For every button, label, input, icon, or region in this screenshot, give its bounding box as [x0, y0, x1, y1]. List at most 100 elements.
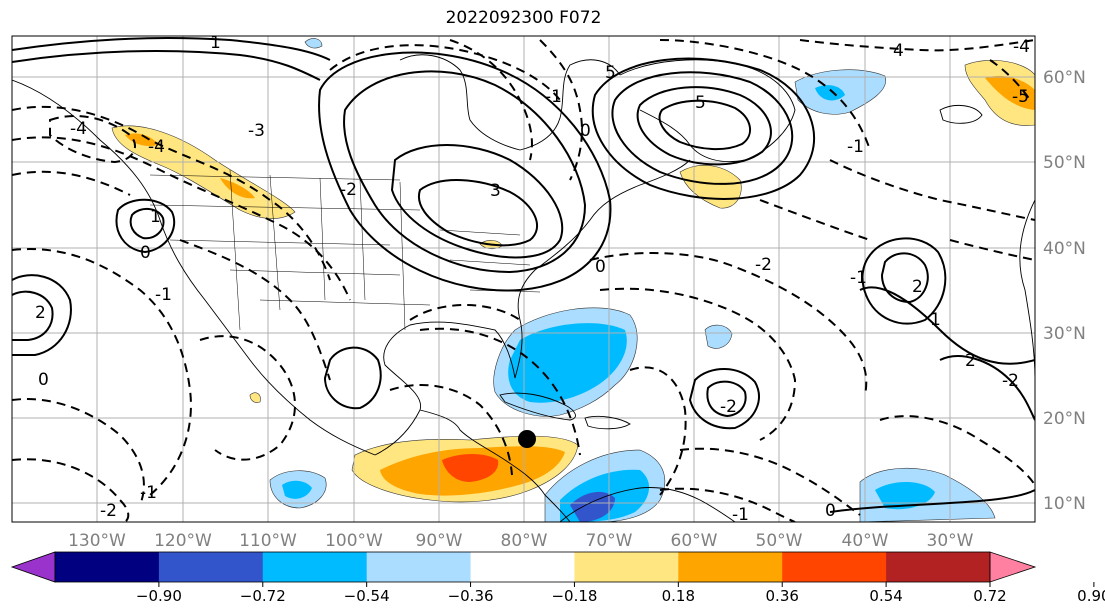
- lon-label: 100°W: [325, 531, 383, 551]
- lon-label: 50°W: [756, 531, 803, 551]
- contour-atlantic-ring-2: [706, 380, 747, 418]
- colorbar-tick-label: 0.36: [766, 587, 799, 605]
- longitude-labels: 130°W 120°W 110°W 100°W 90°W 80°W 70°W 6…: [68, 531, 974, 551]
- contour-label: -1: [545, 87, 562, 107]
- contour-dashed-mexico: [199, 335, 296, 461]
- colorbar-tick-label: −0.90: [136, 587, 182, 605]
- lon-label: 90°W: [416, 531, 463, 551]
- colorbar-segment: [470, 552, 575, 582]
- shading-bc-positive-core: [125, 133, 255, 199]
- colorbar-segment: [262, 552, 368, 582]
- contour-label: -4: [70, 119, 87, 139]
- lat-label: 50°N: [1043, 153, 1086, 173]
- contour-labels: -4 -3 -2 -1 0 1 2 3 4 5 -5 -4 -1 0 -1 -2…: [35, 33, 1030, 522]
- contour-label: 0: [38, 370, 49, 390]
- contour-pacific-high-2: [129, 208, 165, 240]
- colorbar-segment: [574, 552, 679, 582]
- contour-dashed-west-3: [12, 458, 130, 522]
- contour-dashed-caribbean-1: [419, 327, 581, 456]
- contour-west-low-2: [12, 290, 54, 341]
- contour-label: 1: [930, 310, 941, 330]
- lat-label: 10°N: [1043, 494, 1086, 514]
- contour-great-lakes-low-outer: [318, 51, 612, 292]
- colorbar-segment: [55, 552, 160, 582]
- contour-dashed-top-right: [659, 39, 871, 151]
- contour-label: 4: [893, 41, 904, 61]
- colorbar-tick-label: −0.72: [240, 587, 286, 605]
- colorbar-tick-label: 0.54: [869, 587, 902, 605]
- coast-cuba: [499, 392, 576, 421]
- lat-label: 40°N: [1043, 239, 1086, 259]
- contour-label: -1: [140, 483, 157, 503]
- contour-dashed-topcenter-1: [329, 44, 561, 101]
- contours-negative: [12, 39, 1035, 522]
- colorbar-tick-label: −0.36: [448, 587, 494, 605]
- lat-label: 30°N: [1043, 324, 1086, 344]
- contour-label: -2: [720, 397, 737, 417]
- contour-bottom-right: [829, 489, 1035, 513]
- contour-dashed-sa: [679, 447, 861, 516]
- contour-dashed-topcenter-2: [449, 39, 533, 161]
- lat-label: 60°N: [1043, 68, 1086, 88]
- contour-gulf-ridge: [323, 346, 382, 410]
- contour-west-low: [12, 274, 72, 356]
- colorbar-tick-label: −0.54: [344, 587, 390, 605]
- lat-label: 20°N: [1043, 409, 1086, 429]
- contour-dashed-top-right-2: [799, 39, 1035, 52]
- contour-great-lakes-low-3: [390, 144, 564, 259]
- contour-dashed-far-right: [989, 59, 1031, 101]
- contour-label: 1: [210, 33, 221, 53]
- lon-label: 70°W: [586, 531, 633, 551]
- contour-dashed-right-2: [759, 199, 1035, 261]
- contour-label: -2: [1002, 371, 1019, 391]
- contour-label: 1: [150, 207, 161, 227]
- contour-label: -2: [100, 501, 117, 521]
- colorbar-segment: [678, 552, 783, 582]
- colorbar-extend-max: [989, 551, 1037, 583]
- gridlines: [12, 36, 1035, 522]
- colorbar-outline: [54, 551, 991, 583]
- shading-mexico-positive: [249, 392, 261, 403]
- colorbar-tick-label: 0.90: [1077, 587, 1105, 605]
- contour-greenland-high-3: [636, 86, 772, 166]
- colorbar-tick-label: 0.72: [973, 587, 1006, 605]
- contour-label: 0: [580, 121, 591, 141]
- contour-greenland-high-2: [611, 71, 794, 185]
- contour-label: -2: [755, 255, 772, 275]
- shading-ne-atlantic-core: [985, 75, 1035, 110]
- colorbar-tick-label: 0.18: [662, 587, 695, 605]
- shading-small-negative: [704, 324, 733, 349]
- latitude-labels: 60°N 50°N 40°N 30°N 20°N 10°N: [1043, 68, 1086, 514]
- contour-label: 2: [912, 277, 923, 297]
- coast-hispaniola: [584, 415, 631, 430]
- contour-label: 2: [965, 351, 976, 371]
- shading-epac-core: [282, 480, 312, 499]
- contour-top-left-2: [12, 49, 321, 81]
- state-borders: [149, 169, 541, 331]
- contour-dashed-bc-low: [49, 114, 136, 164]
- contour-label: -2: [340, 180, 357, 200]
- contours-positive: [12, 37, 1035, 513]
- contour-dashed-bc-3: [12, 170, 331, 381]
- contour-dashed-caribbean-2: [389, 384, 513, 476]
- contour-great-lakes-low-4: [417, 179, 539, 247]
- map-frame: [11, 35, 1036, 523]
- contour-label: 0: [595, 257, 606, 277]
- coast-west-north-america: [12, 79, 376, 456]
- shading-labrador-core: [815, 85, 845, 101]
- lon-label: 110°W: [239, 531, 297, 551]
- contour-atlantic-ring: [688, 368, 760, 430]
- coast-hudson-bay: [399, 54, 621, 151]
- contour-dashed-right-1: [829, 159, 1035, 221]
- contour-label: 5: [605, 63, 616, 83]
- contour-label: -1: [850, 268, 867, 288]
- colorbar-tick-label: −0.18: [551, 587, 597, 605]
- contour-label: 0: [825, 501, 836, 521]
- contour-label: -5: [1012, 87, 1029, 107]
- lon-label: 40°W: [842, 531, 889, 551]
- contour-label: -3: [248, 121, 265, 141]
- contour-dashed-west-2: [12, 398, 145, 506]
- contour-east-atlantic-1: [859, 286, 1035, 365]
- contour-label: -1: [847, 137, 864, 157]
- storm-center-marker: [518, 430, 536, 448]
